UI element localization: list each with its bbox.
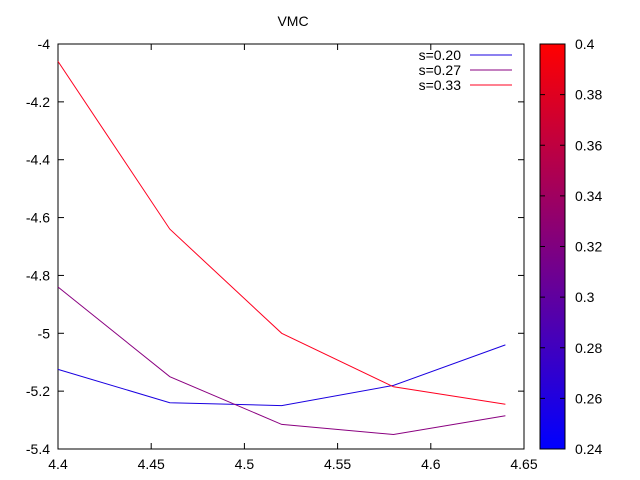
colorbar-ticks: 0.24 0.26 0.28 0.3 0.32 0.34 0.36 0.38 0.4 bbox=[540, 36, 602, 457]
y-tick-label: -5.4 bbox=[26, 441, 50, 457]
colorbar-tick-label: 0.36 bbox=[575, 137, 602, 153]
colorbar-tick-label: 0.4 bbox=[575, 36, 595, 52]
colorbar-tick-label: 0.38 bbox=[575, 87, 602, 103]
colorbar-tick-label: 0.3 bbox=[575, 289, 595, 305]
x-tick-label: 4.55 bbox=[324, 456, 351, 472]
series-line-1 bbox=[57, 286, 506, 436]
series-line-2 bbox=[57, 61, 506, 405]
colorbar-tick-label: 0.34 bbox=[575, 188, 602, 204]
colorbar-tick-label: 0.28 bbox=[575, 340, 602, 356]
y-tick-label: -5 bbox=[38, 325, 51, 341]
y-tick-label: -4 bbox=[38, 36, 51, 52]
y-tick-label: -4.6 bbox=[26, 210, 50, 226]
x-tick-label: 4.65 bbox=[510, 456, 537, 472]
x-tick-label: 4.4 bbox=[48, 456, 68, 472]
legend-label: s=0.20 bbox=[419, 47, 462, 63]
series-line-0 bbox=[57, 344, 506, 407]
legend-label: s=0.33 bbox=[419, 77, 462, 93]
colorbar-tick-label: 0.24 bbox=[575, 441, 602, 457]
colorbar-tick-label: 0.26 bbox=[575, 390, 602, 406]
colorbar-tick-label: 0.32 bbox=[575, 239, 602, 255]
plot-frame bbox=[57, 43, 525, 450]
x-tick-label: 4.5 bbox=[235, 456, 255, 472]
chart-title: VMC bbox=[277, 13, 308, 29]
y-tick-label: -5.2 bbox=[26, 383, 50, 399]
y-tick-label: -4.4 bbox=[26, 152, 50, 168]
plot-marks: 4.4 4.45 4.5 4.55 4.6 4.65 -4 -4.2 -4.4 -4.6 -4.8 -… bbox=[26, 36, 538, 472]
x-tick-label: 4.6 bbox=[421, 456, 441, 472]
legend-label: s=0.27 bbox=[419, 62, 462, 78]
x-tick-label: 4.45 bbox=[138, 456, 165, 472]
legend: s=0.20s=0.27s=0.33 bbox=[419, 47, 512, 93]
y-tick-label: -4.8 bbox=[26, 267, 50, 283]
y-tick-label: -4.2 bbox=[26, 94, 50, 110]
